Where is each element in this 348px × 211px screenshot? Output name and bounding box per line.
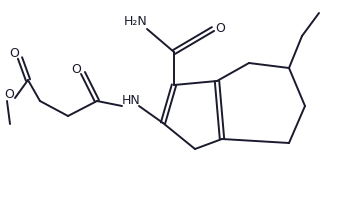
Text: H₂N: H₂N <box>124 15 148 27</box>
Text: HN: HN <box>121 93 140 107</box>
Text: O: O <box>215 22 225 35</box>
Text: O: O <box>4 88 14 100</box>
Text: O: O <box>71 62 81 76</box>
Text: O: O <box>9 46 19 60</box>
